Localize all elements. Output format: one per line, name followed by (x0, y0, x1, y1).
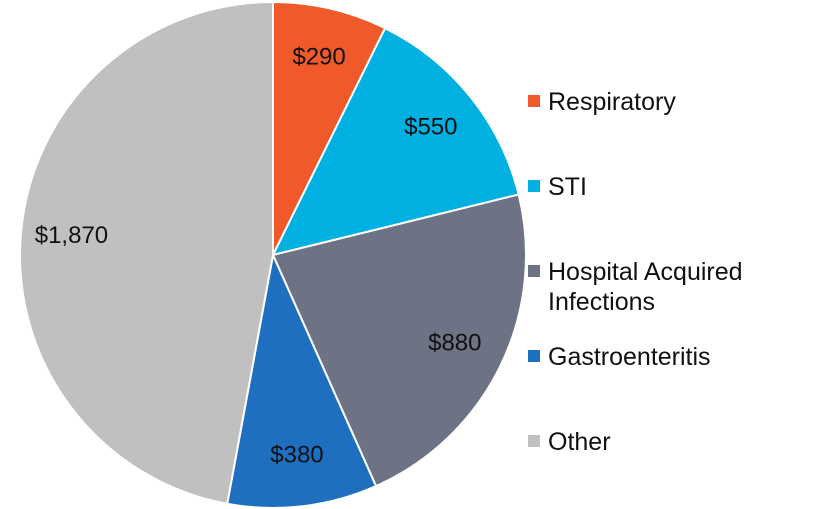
pie-slice (271, 193, 527, 488)
pie-slice (226, 251, 378, 509)
pie-slice (272, 0, 387, 256)
pie-slice (19, 0, 274, 505)
pie-slice (271, 26, 520, 257)
legend-item: Other (528, 427, 818, 457)
data-label: $1,870 (35, 222, 108, 249)
legend-item: STI (528, 172, 818, 202)
legend-label: Other (548, 428, 611, 456)
data-label: $550 (404, 114, 457, 141)
legend-swatch (528, 180, 540, 192)
data-label: $380 (270, 441, 323, 468)
data-label: $880 (428, 329, 481, 356)
data-label: $290 (292, 43, 345, 70)
legend-item: Gastroenteritis (528, 342, 818, 372)
legend-swatch (528, 95, 540, 107)
legend-label: Gastroenteritis (548, 343, 711, 371)
legend-item: Respiratory (528, 87, 818, 117)
legend-swatch (528, 265, 540, 277)
legend-swatch (528, 435, 540, 447)
legend-item: Hospital Acquired Infections (528, 257, 818, 317)
legend-label: Respiratory (548, 88, 676, 116)
legend-label: Hospital Acquired Infections (548, 258, 743, 316)
legend-label: STI (548, 173, 587, 201)
legend-swatch (528, 350, 540, 362)
